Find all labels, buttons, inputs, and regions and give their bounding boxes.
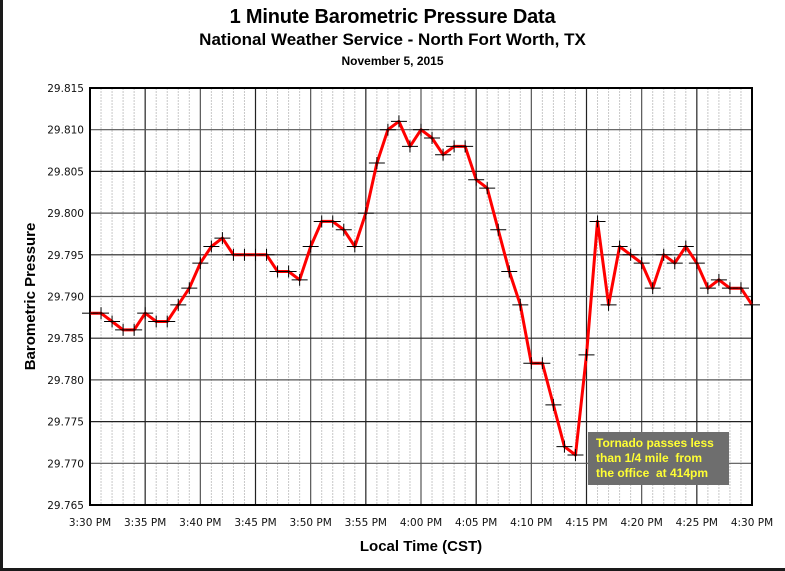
y-axis-tick-labels: 29.765 29.770 29.775 29.780 29.785 29.790 29.7… (47, 83, 84, 512)
x-tick-label: 3:50 PM (290, 517, 332, 529)
y-tick-label: 29.795 (47, 250, 84, 262)
x-tick-label: 3:55 PM (345, 517, 387, 529)
y-tick-label: 29.780 (47, 375, 84, 387)
annotation-line: than 1/4 mile from (596, 451, 702, 465)
x-tick-label: 3:40 PM (179, 517, 221, 529)
y-tick-label: 29.800 (47, 208, 84, 220)
x-tick-label: 4:00 PM (400, 517, 442, 529)
image-frame-left (0, 0, 3, 571)
y-tick-label: 29.805 (47, 166, 84, 178)
x-tick-label: 3:30 PM (69, 517, 111, 529)
y-tick-label: 29.775 (47, 417, 84, 429)
y-tick-label: 29.785 (47, 333, 84, 345)
data-point-markers (82, 115, 760, 461)
y-tick-label: 29.810 (47, 125, 84, 137)
plot-area (89, 87, 753, 506)
x-tick-label: 4:05 PM (455, 517, 497, 529)
y-axis-title: Barometric Pressure (22, 223, 39, 371)
x-tick-label: 3:35 PM (124, 517, 166, 529)
x-tick-label: 4:10 PM (510, 517, 552, 529)
x-tick-label: 3:45 PM (234, 517, 276, 529)
y-tick-label: 29.790 (47, 292, 84, 304)
x-axis-title: Local Time (CST) (360, 538, 482, 555)
chart-subtitle: National Weather Service - North Fort Wo… (199, 30, 586, 49)
x-tick-label: 4:30 PM (731, 517, 773, 529)
image-frame-bottom (0, 568, 785, 571)
y-tick-label: 29.815 (47, 83, 84, 95)
x-tick-label: 4:15 PM (565, 517, 607, 529)
x-tick-label: 4:20 PM (621, 517, 663, 529)
x-axis-tick-labels: 3:30 PM 3:35 PM 3:40 PM 3:45 PM 3:50 PM 3:55 … (69, 517, 773, 529)
x-tick-label: 4:25 PM (676, 517, 718, 529)
annotation-line: the office at 414pm (596, 466, 708, 480)
y-tick-label: 29.765 (47, 500, 84, 512)
chart-date: November 5, 2015 (341, 54, 444, 68)
annotation-line: Tornado passes less (596, 436, 714, 450)
y-tick-label: 29.770 (47, 458, 84, 470)
chart-title: 1 Minute Barometric Pressure Data (229, 6, 556, 28)
